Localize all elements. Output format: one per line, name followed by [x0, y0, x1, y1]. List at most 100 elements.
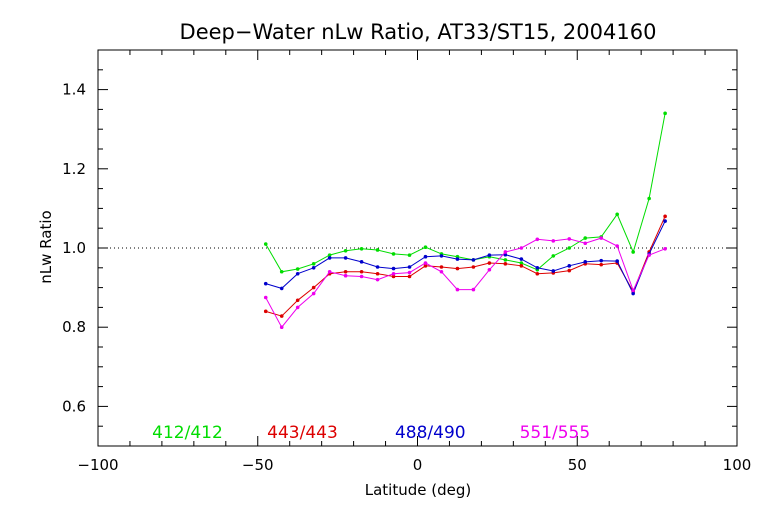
x-tick-label: 100 [723, 456, 752, 474]
data-point [487, 253, 492, 257]
data-point [503, 262, 508, 266]
ticks-layer: −100 −50 0 50 100 0.6 0.8 1.0 1.2 1.4 [62, 49, 752, 474]
data-point [663, 219, 667, 223]
legend-entry: 443/443 [267, 423, 338, 443]
data-point [375, 271, 380, 276]
legend-entry: 488/490 [395, 423, 466, 443]
data-point [327, 269, 332, 274]
data-point [455, 266, 460, 271]
data-point [343, 248, 348, 253]
series-line [265, 220, 666, 295]
data-point [311, 266, 316, 270]
data-point [503, 250, 508, 254]
series-line [265, 216, 666, 317]
data-point [407, 253, 412, 257]
data-point [567, 237, 572, 241]
data-point [375, 277, 380, 282]
data-point [455, 257, 460, 261]
data-point [343, 256, 348, 260]
y-tick-label: 0.6 [62, 397, 86, 415]
data-point [311, 285, 316, 290]
data-point [583, 236, 588, 240]
data-point [327, 256, 332, 260]
data-point [551, 269, 556, 273]
series-line [265, 113, 666, 273]
data-point [647, 253, 651, 257]
data-point [519, 246, 524, 250]
data-point [615, 212, 619, 217]
data-point [487, 261, 492, 265]
data-point [375, 265, 380, 269]
data-point [519, 257, 524, 261]
y-tick-label: 1.4 [62, 81, 86, 99]
data-point [599, 258, 604, 263]
data-point [471, 265, 476, 269]
data-point [423, 245, 428, 250]
data-point [567, 264, 572, 268]
data-point [647, 196, 651, 201]
data-point [599, 236, 604, 240]
axes-layer [97, 49, 738, 447]
data-point [279, 269, 284, 274]
data-point [295, 305, 300, 310]
data-point [343, 269, 348, 274]
data-point [503, 252, 508, 257]
chart-title: Deep−Water nLw Ratio, AT33/ST15, 2004160 [180, 20, 657, 44]
data-point [407, 265, 412, 269]
data-point [279, 286, 284, 291]
x-tick-label: 0 [413, 456, 423, 474]
data-point [391, 274, 396, 279]
plot-frame [97, 49, 738, 447]
data-point [391, 266, 396, 271]
x-tick-label: −50 [242, 456, 274, 474]
data-point [599, 262, 604, 267]
legend-entry: 551/555 [520, 423, 591, 443]
series-line [265, 237, 666, 329]
data-point [615, 244, 619, 248]
data-point [263, 242, 268, 246]
data-point [279, 314, 284, 318]
data-point [279, 325, 284, 330]
data-point [663, 214, 667, 219]
data-point [423, 264, 428, 268]
data-point [631, 250, 635, 254]
data-point [631, 288, 635, 293]
data-point [423, 261, 428, 265]
data-point [519, 261, 524, 265]
data-point [519, 264, 524, 268]
data-point [407, 270, 412, 275]
data-point [263, 281, 268, 286]
data-point [311, 262, 316, 266]
y-tick-label: 1.0 [62, 239, 86, 257]
data-point [263, 295, 268, 300]
data-point [535, 237, 540, 242]
data-point [583, 241, 588, 246]
data-point [503, 258, 508, 262]
y-axis-label: nLw Ratio [37, 210, 55, 283]
data-point [343, 273, 348, 278]
x-tick-label: −100 [77, 456, 118, 474]
data-point [663, 246, 667, 251]
data-point [423, 254, 428, 259]
data-point [439, 265, 444, 269]
data-point [439, 269, 444, 274]
data-point [359, 269, 364, 274]
data-point [407, 274, 412, 279]
data-point [583, 260, 588, 264]
data-point [327, 253, 332, 257]
data-point [455, 287, 460, 292]
data-point [471, 258, 476, 262]
data-point [311, 291, 316, 296]
data-point [631, 291, 635, 296]
data-point [487, 267, 492, 272]
data-point [471, 287, 476, 292]
data-point [359, 246, 364, 251]
data-point [295, 298, 300, 303]
data-point [439, 254, 444, 258]
data-point [295, 267, 300, 271]
data-point [391, 252, 396, 256]
data-point [263, 309, 268, 314]
series-layer [263, 111, 667, 330]
